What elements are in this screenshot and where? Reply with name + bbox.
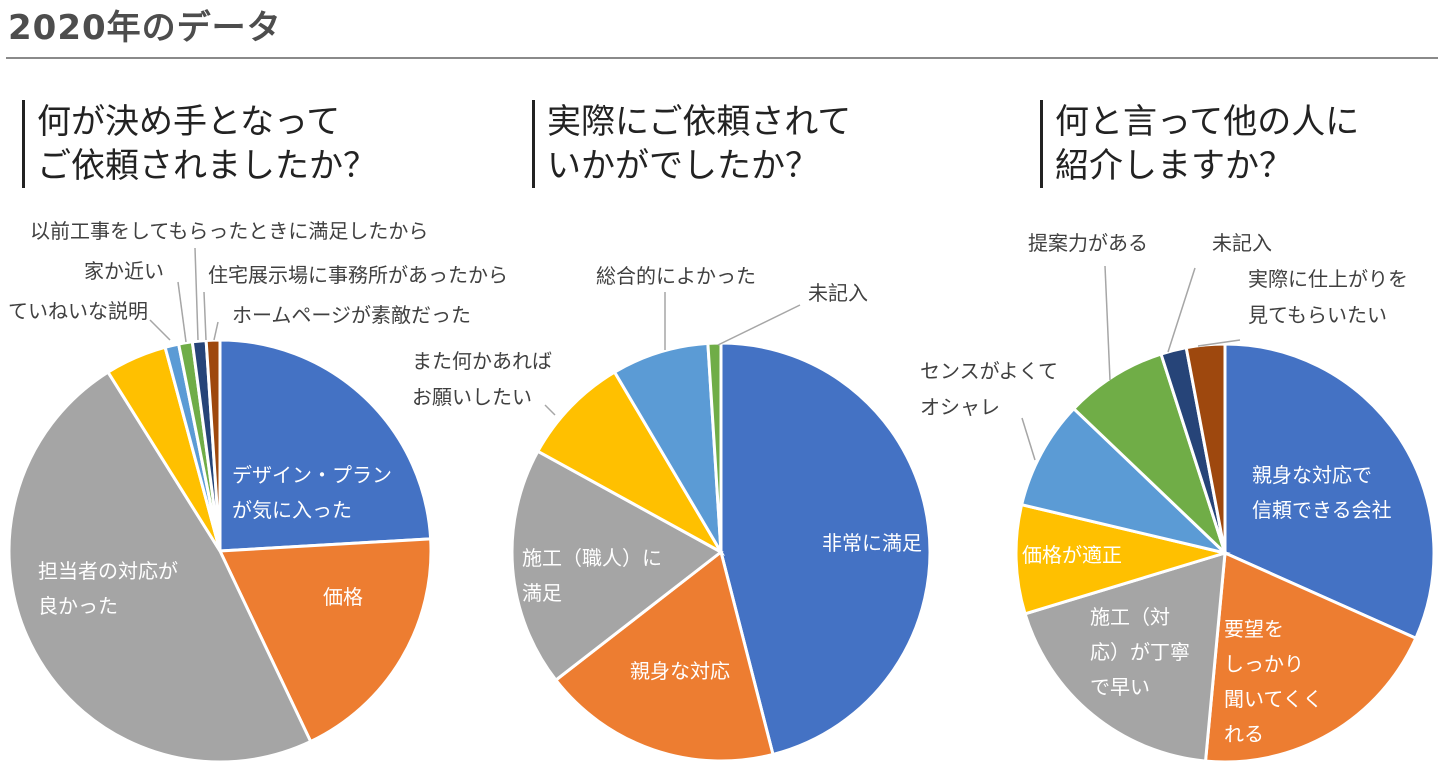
- leader-line: [194, 247, 199, 341]
- slice-label-line: で早い: [1090, 675, 1150, 699]
- chart-title-referral: 何と言って他の人に 紹介しますか？: [1040, 100, 1359, 188]
- slice-label: 非常に満足: [822, 531, 922, 555]
- slice-label-line: 信頼できる会社: [1252, 498, 1392, 522]
- chart-title-line: 何が決め手となって: [37, 102, 341, 142]
- slice-label: 親身な対応: [630, 659, 730, 683]
- slice-label-line: 親身な対応で: [1252, 463, 1372, 487]
- slice-label-line: 聞いてくく: [1224, 687, 1323, 711]
- slice-label: 施工（職人）に満足: [522, 546, 662, 605]
- slice-label-line: 非常に満足: [822, 531, 922, 555]
- slice-label-line: 未記入: [808, 281, 868, 305]
- chart-title-line: 何と言って他の人に: [1055, 102, 1360, 142]
- pie-slice: [1014, 502, 1231, 616]
- slice-label: デザイン・プランが気に入った: [232, 463, 392, 522]
- pie-slice: [1019, 406, 1231, 556]
- slice-label: センスがよくてオシャレ: [920, 359, 1058, 419]
- slice-label-line: デザイン・プラン: [232, 463, 392, 487]
- slice-label: 家か近い: [84, 259, 164, 283]
- pie-slice: [553, 549, 775, 763]
- title-divider: [6, 57, 1438, 59]
- slice-label-line: 家か近い: [84, 259, 164, 283]
- leader-line: [717, 304, 801, 346]
- pie-slice: [7, 370, 313, 764]
- slice-label-line: 満足: [522, 581, 562, 605]
- slice-label: 親身な対応で信頼できる会社: [1252, 463, 1392, 522]
- slice-label-line: しっかり: [1224, 652, 1304, 676]
- slice-label: 住宅展示場に事務所があったから: [208, 263, 508, 287]
- leader-line: [149, 319, 171, 341]
- slice-label-line: 価格: [323, 585, 363, 609]
- slice-label-line: れる: [1224, 722, 1264, 746]
- slice-label: 施工（対応）が丁寧で早い: [1090, 605, 1190, 699]
- slice-label-line: 実際に仕上がりを: [1248, 267, 1408, 291]
- leader-line: [1197, 339, 1241, 347]
- slice-label: ていねいな説明: [8, 299, 148, 323]
- leader-line: [203, 291, 207, 341]
- pie-slice: [719, 341, 932, 757]
- leader-line: [1167, 267, 1196, 353]
- slice-label: ホームページが素敵だった: [232, 303, 471, 327]
- slice-label-line: 住宅展示場に事務所があったから: [208, 263, 508, 287]
- slice-label: 価格が適正: [1022, 543, 1122, 567]
- page-title: 2020年のデータ: [8, 8, 282, 48]
- slice-label: 未記入: [808, 281, 868, 305]
- pie-slice: [535, 370, 726, 556]
- slice-label: 要望をしっかり聞いてくくれる: [1224, 617, 1323, 746]
- slice-label-line: また何かあれば: [412, 349, 552, 373]
- slice-label-line: ていねいな説明: [8, 299, 148, 323]
- leader-line: [544, 404, 556, 416]
- pie-slice: [204, 338, 222, 552]
- slice-label-line: 以前工事をしてもらったときに満足したから: [30, 219, 428, 243]
- slice-label-line: 施工（対: [1090, 605, 1170, 629]
- slice-label-line: オシャレ: [920, 395, 1000, 419]
- slice-label-line: 応）が丁寧: [1090, 640, 1190, 664]
- slice-label: 提案力がある: [1028, 231, 1148, 255]
- slice-label-line: 見てもらいたい: [1248, 303, 1387, 327]
- pie-slice: [1071, 352, 1227, 555]
- slice-label-line: 要望を: [1224, 617, 1284, 641]
- leader-line: [1021, 417, 1036, 461]
- leader-line: [1104, 265, 1111, 381]
- slice-label-line: 価格が適正: [1022, 543, 1122, 567]
- slice-label-line: 担当者の対応が: [38, 559, 178, 583]
- slice-label-line: 施工（職人）に: [522, 546, 662, 570]
- slice-label: 以前工事をしてもらったときに満足したから: [30, 219, 428, 243]
- slice-label: 価格: [323, 585, 363, 609]
- slice-label: 未記入: [1212, 231, 1272, 255]
- chart-title-line: いかがでしたか？: [547, 146, 819, 186]
- pie-slice: [612, 341, 723, 553]
- slice-label-line: 総合的によかった: [596, 264, 756, 288]
- chart-title-line: ご依頼されましたか？: [37, 146, 377, 186]
- slice-label: 総合的によかった: [596, 264, 756, 288]
- leader-line: [213, 321, 219, 341]
- slice-label: 実際に仕上がりを見てもらいたい: [1248, 267, 1408, 327]
- slice-label-line: 提案力がある: [1028, 231, 1148, 255]
- pie-slice: [218, 338, 433, 553]
- pie-slice: [1203, 550, 1418, 764]
- slice-label-line: 良かった: [38, 594, 118, 618]
- pie-slice: [1223, 342, 1436, 641]
- slice-label: 担当者の対応が良かった: [38, 559, 178, 618]
- pie-chart-2: 親身な対応で信頼できる会社要望をしっかり聞いてくくれる施工（対応）が丁寧で早い価…: [920, 231, 1436, 764]
- slice-label-line: 未記入: [1212, 231, 1272, 255]
- chart-title-satisfaction: 実際にご依頼されて いかがでしたか？: [532, 100, 851, 188]
- slice-label-line: センスがよくて: [920, 359, 1058, 383]
- slice-label-line: お願いしたい: [412, 385, 532, 409]
- chart-title-line: 実際にご依頼されて: [547, 102, 852, 142]
- leader-line: [177, 281, 187, 343]
- pie-slice: [510, 449, 724, 683]
- slice-label-line: 親身な対応: [630, 659, 730, 683]
- slice-label: また何かあればお願いしたい: [412, 349, 552, 409]
- chart-title-decision: 何が決め手となって ご依頼されましたか？: [22, 100, 377, 188]
- slice-label-line: ホームページが素敵だった: [232, 303, 471, 327]
- pie-slice: [1023, 550, 1227, 763]
- slice-label-line: が気に入った: [232, 498, 352, 522]
- pie-slice: [217, 537, 433, 744]
- chart-title-line: 紹介しますか？: [1055, 146, 1293, 186]
